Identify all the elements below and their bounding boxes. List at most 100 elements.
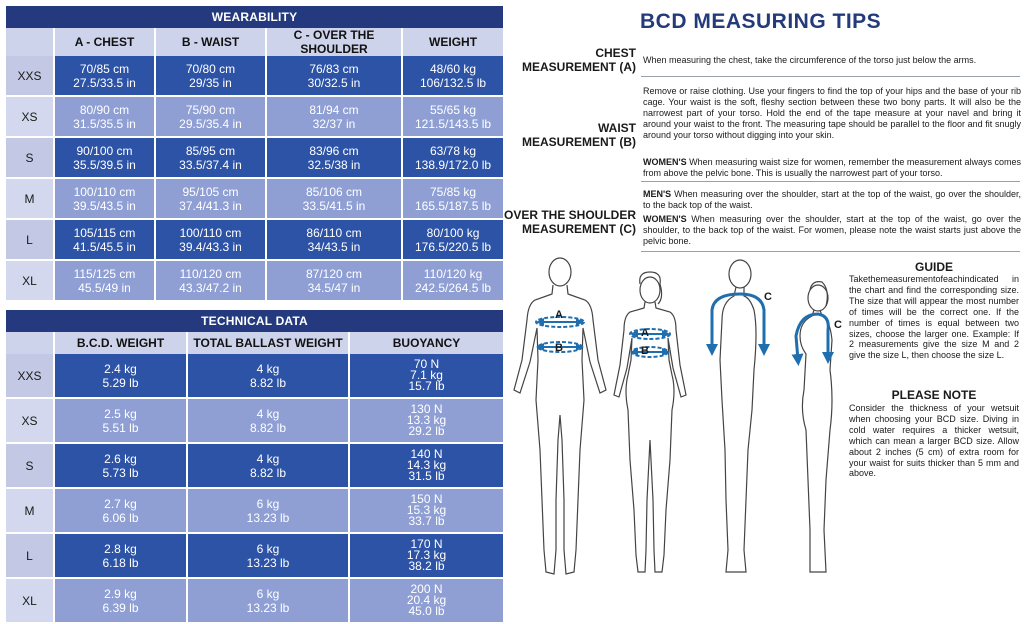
bcd-weight-cell: 2.7 kg 6.06 lb bbox=[55, 489, 188, 534]
ballast-cell: 6 kg 13.23 lb bbox=[188, 579, 350, 624]
size-label: XL bbox=[6, 579, 55, 624]
weight-header: WEIGHT bbox=[403, 28, 504, 56]
chest-measurement-label: CHEST MEASUREMENT (A) bbox=[522, 46, 636, 74]
waist-measurement-label: WAIST MEASUREMENT (B) bbox=[522, 121, 636, 149]
weight-cell: 48/60 kg 106/132.5 lb bbox=[403, 56, 504, 97]
waist-cell: 100/110 cm 39.4/43.3 in bbox=[156, 220, 267, 261]
table-row: L 2.8 kg 6.18 lb 6 kg 13.23 lb 170 N 17.3 kg 38… bbox=[6, 534, 504, 579]
table-row: XXS 70/85 cm 27.5/33.5 in 70/80 cm 29/35 in 7… bbox=[6, 56, 504, 97]
shoulder-men-text: MEN'S When measuring over the shoulder, … bbox=[643, 189, 1021, 210]
label-c-female: C bbox=[834, 319, 842, 331]
chest-cell: 90/100 cm 35.5/39.5 in bbox=[55, 138, 156, 179]
waist-women-text: WOMEN'S When measuring waist size for wo… bbox=[643, 157, 1021, 178]
shoulder-cell: 81/94 cm 32/37 in bbox=[267, 97, 403, 138]
weight-cell: 55/65 kg 121.5/143.5 lb bbox=[403, 97, 504, 138]
buoyancy-cell: 200 N 20.4 kg 45.0 lb bbox=[350, 579, 504, 624]
weight-cell: 110/120 kg 242.5/264.5 lb bbox=[403, 261, 504, 302]
buoyancy-cell: 150 N 15.3 kg 33.7 lb bbox=[350, 489, 504, 534]
size-label: XXS bbox=[6, 56, 55, 97]
wearability-title: WEARABILITY bbox=[6, 6, 504, 28]
buoyancy-cell: 70 N 7.1 kg 15.7 lb bbox=[350, 354, 504, 399]
chest-cell: 100/110 cm 39.5/43.5 in bbox=[55, 179, 156, 220]
size-label: S bbox=[6, 138, 55, 179]
bcd-weight-cell: 2.4 kg 5.29 lb bbox=[55, 354, 188, 399]
shoulder-header: C - OVER THE SHOULDER bbox=[267, 28, 403, 56]
size-header bbox=[6, 28, 55, 56]
table-row: M 2.7 kg 6.06 lb 6 kg 13.23 lb 150 N 15.3 kg 33… bbox=[6, 489, 504, 534]
size-label: M bbox=[6, 489, 55, 534]
table-row: XS 80/90 cm 31.5/35.5 in 75/90 cm 29.5/35.4 … bbox=[6, 97, 504, 138]
size-label: XL bbox=[6, 261, 55, 302]
technical-title: TECHNICAL DATA bbox=[6, 310, 504, 332]
waist-cell: 110/120 cm 43.3/47.2 in bbox=[156, 261, 267, 302]
shoulder-cell: 85/106 cm 33.5/41.5 in bbox=[267, 179, 403, 220]
body-figures: A B A B C C bbox=[513, 257, 842, 575]
weight-cell: 63/78 kg 138.9/172.0 lb bbox=[403, 138, 504, 179]
divider bbox=[641, 251, 1020, 252]
label-c-male: C bbox=[764, 291, 772, 303]
ballast-cell: 4 kg 8.82 lb bbox=[188, 354, 350, 399]
size-header bbox=[6, 332, 55, 354]
buoyancy-cell: 140 N 14.3 kg 31.5 lb bbox=[350, 444, 504, 489]
table-row: XS 2.5 kg 5.51 lb 4 kg 8.82 lb 130 N 13.3 kg 29… bbox=[6, 399, 504, 444]
size-label: L bbox=[6, 534, 55, 579]
shoulder-cell: 86/110 cm 34/43.5 in bbox=[267, 220, 403, 261]
female-side-figure bbox=[799, 281, 833, 573]
guide-title: GUIDE bbox=[914, 260, 953, 274]
male-shoulder-arc bbox=[706, 292, 770, 356]
male-side-figure bbox=[719, 259, 757, 573]
bcd-weight-cell: 2.9 kg 6.39 lb bbox=[55, 579, 188, 624]
waist-cell: 85/95 cm 33.5/37.4 in bbox=[156, 138, 267, 179]
table-row: XXS 2.4 kg 5.29 lb 4 kg 8.82 lb 70 N 7.1 kg 15.… bbox=[6, 354, 504, 399]
ballast-header: TOTAL BALLAST WEIGHT bbox=[188, 332, 350, 354]
waist-measurement-text: Remove or raise clothing. Use your finge… bbox=[643, 86, 1021, 140]
shoulder-women-text: WOMEN'S When measuring over the shoulder… bbox=[643, 214, 1021, 246]
size-label: XS bbox=[6, 97, 55, 138]
buoyancy-cell: 170 N 17.3 kg 38.2 lb bbox=[350, 534, 504, 579]
wearability-table: WEARABILITY A - CHEST B - WAIST C - OVER… bbox=[6, 6, 504, 302]
bcd-weight-cell: 2.6 kg 5.73 lb bbox=[55, 444, 188, 489]
size-label: XS bbox=[6, 399, 55, 444]
waist-header: B - WAIST bbox=[156, 28, 267, 56]
ballast-cell: 4 kg 8.82 lb bbox=[188, 399, 350, 444]
buoyancy-cell: 130 N 13.3 kg 29.2 lb bbox=[350, 399, 504, 444]
table-row: XL 115/125 cm 45.5/49 in 110/120 cm 43.3/47.… bbox=[6, 261, 504, 302]
weight-cell: 75/85 kg 165.5/187.5 lb bbox=[403, 179, 504, 220]
tips-title: BCD MEASURING TIPS bbox=[640, 10, 882, 33]
chest-cell: 70/85 cm 27.5/33.5 in bbox=[55, 56, 156, 97]
table-row: S 90/100 cm 35.5/39.5 in 85/95 cm 33.5/37.4 … bbox=[6, 138, 504, 179]
bcd-weight-cell: 2.8 kg 6.18 lb bbox=[55, 534, 188, 579]
waist-cell: 95/105 cm 37.4/41.3 in bbox=[156, 179, 267, 220]
chest-cell: 105/115 cm 41.5/45.5 in bbox=[55, 220, 156, 261]
shoulder-measurement-label: OVER THE SHOULDER MEASUREMENT (C) bbox=[503, 208, 636, 236]
bcd-weight-cell: 2.5 kg 5.51 lb bbox=[55, 399, 188, 444]
size-label: XXS bbox=[6, 354, 55, 399]
ballast-cell: 6 kg 13.23 lb bbox=[188, 534, 350, 579]
shoulder-cell: 83/96 cm 32.5/38 in bbox=[267, 138, 403, 179]
waist-cell: 75/90 cm 29.5/35.4 in bbox=[156, 97, 267, 138]
chest-measurement-text: When measuring the chest, take the circu… bbox=[643, 55, 977, 65]
ballast-cell: 6 kg 13.23 lb bbox=[188, 489, 350, 534]
male-front-figure bbox=[513, 257, 607, 575]
label-b-female: B bbox=[641, 345, 649, 357]
guide-text: Takethemeasurementofeachindicated in the… bbox=[849, 274, 1019, 361]
table-row: L 105/115 cm 41.5/45.5 in 100/110 cm 39.4/43… bbox=[6, 220, 504, 261]
buoyancy-header: BUOYANCY bbox=[350, 332, 504, 354]
weight-cell: 80/100 kg 176.5/220.5 lb bbox=[403, 220, 504, 261]
female-shoulder-arc bbox=[791, 312, 834, 366]
table-row: XL 2.9 kg 6.39 lb 6 kg 13.23 lb 200 N 20.4 kg 4… bbox=[6, 579, 504, 624]
label-a-male: A bbox=[555, 309, 563, 321]
shoulder-cell: 76/83 cm 30/32.5 in bbox=[267, 56, 403, 97]
technical-data-table: TECHNICAL DATA B.C.D. WEIGHT TOTAL BALLA… bbox=[6, 310, 504, 624]
chest-header: A - CHEST bbox=[55, 28, 156, 56]
chest-cell: 80/90 cm 31.5/35.5 in bbox=[55, 97, 156, 138]
label-a-female: A bbox=[641, 327, 649, 339]
please-note-title: PLEASE NOTE bbox=[891, 388, 977, 402]
bcd-weight-header: B.C.D. WEIGHT bbox=[55, 332, 188, 354]
divider bbox=[641, 181, 1020, 182]
divider bbox=[641, 76, 1020, 77]
size-label: S bbox=[6, 444, 55, 489]
chest-cell: 115/125 cm 45.5/49 in bbox=[55, 261, 156, 302]
please-note-text: Consider the thickness of your wetsuit w… bbox=[849, 403, 1019, 479]
label-b-male: B bbox=[555, 342, 563, 354]
